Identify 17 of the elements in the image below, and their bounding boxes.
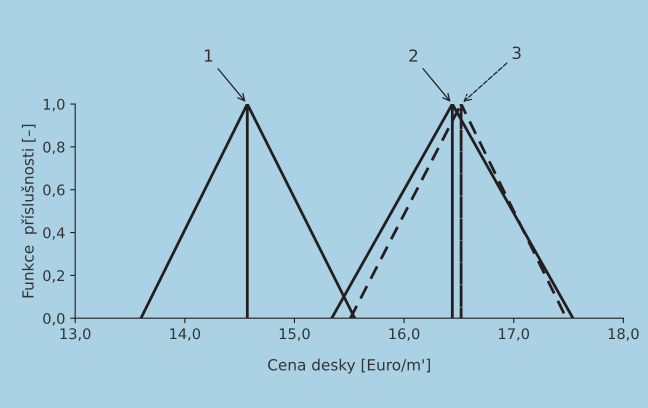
y-tick-label: 0,8 [43,142,64,154]
x-tick-label: 13,0 [60,328,90,341]
y-tick-label: 0,4 [43,227,65,240]
y-tick-label: 0,0 [43,312,64,326]
annotation: 1 [204,50,212,62]
x-tick-label: 17,0 [499,328,529,341]
x-axis-title: Cena desky [Euro/m'] [268,358,430,374]
annotation: 3 [512,46,521,60]
x-tick-label: 16,0 [389,328,420,341]
y-tick-label: 0,6 [43,184,65,197]
x-tick-label: 15,0 [280,328,310,341]
y-tick-label: 1,0 [44,98,64,112]
annotation: 2 [409,49,418,62]
x-tick-label: 18,0 [608,328,639,341]
y-tick-label: 0,2 [43,270,64,283]
y-axis-title: Funkce příslušnosti [–] [21,124,37,298]
x-tick-label: 14,0 [170,328,200,341]
